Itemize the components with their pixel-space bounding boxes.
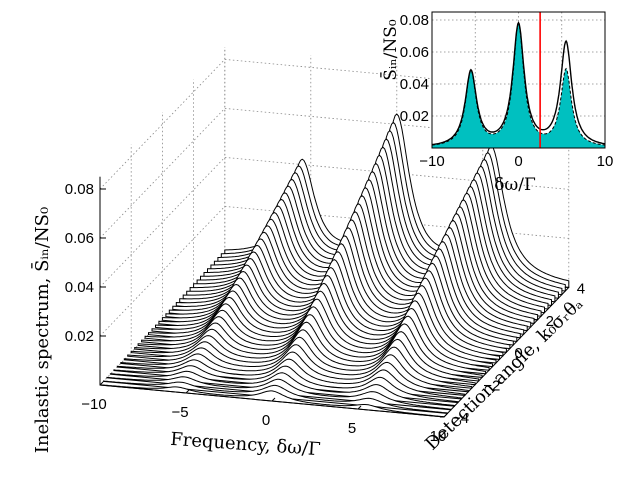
z-tick-label: 0.08 [65, 181, 94, 198]
x-tick-label: −10 [81, 396, 106, 413]
inset-x-tick-label: 10 [597, 153, 614, 170]
trace-layer [99, 113, 570, 418]
y-tick-label: 0 [514, 345, 522, 362]
x-tick-label: 0 [262, 412, 270, 429]
x-tick-label: 5 [348, 420, 356, 437]
inset-chart: 0.02 0.04 0.06 0.08 −10 0 10 [400, 11, 614, 170]
inset-dashed-line [431, 22, 606, 146]
y-tick-label: −2 [483, 378, 500, 395]
x-tick [99, 381, 104, 386]
x-tick-label: −5 [171, 404, 188, 421]
y-tick-label: 2 [546, 313, 554, 330]
z-tick-label: 0.04 [65, 279, 94, 296]
axis-layer: 0.02 0.04 0.06 0.08 −10 −5 0 5 10 −4 −2 0 2 4 [65, 176, 585, 445]
inset-y-tick-label: 0.08 [400, 12, 429, 29]
inset-x-tick-label: 0 [514, 153, 522, 170]
inset-y-axis-label: S̄ᵢₙ/NS₀ [379, 19, 401, 81]
inset-y-tick-label: 0.02 [400, 108, 429, 125]
inset-y-tick-label: 0.04 [400, 76, 429, 93]
inset-y-tick-label: 0.06 [400, 44, 429, 61]
inset-x-tick-label: −10 [419, 153, 444, 170]
y-tick-label: −4 [452, 410, 469, 427]
x-tick [357, 405, 362, 410]
y-tick-label: 4 [577, 280, 585, 297]
x-tick [185, 389, 190, 394]
x-axis-label: Frequency, δω/Γ [170, 429, 322, 460]
z-tick-label: 0.02 [65, 328, 94, 345]
x-tick [271, 397, 276, 402]
z-axis-label: Inelastic spectrum, S̄ᵢₙ/NS₀ [30, 207, 53, 453]
x-tick-label: 10 [430, 428, 447, 445]
inset-x-axis-label: δω/Γ [494, 175, 536, 195]
inset-frame [431, 11, 606, 149]
inset-filled-area [432, 23, 605, 149]
z-tick-label: 0.06 [65, 230, 94, 247]
